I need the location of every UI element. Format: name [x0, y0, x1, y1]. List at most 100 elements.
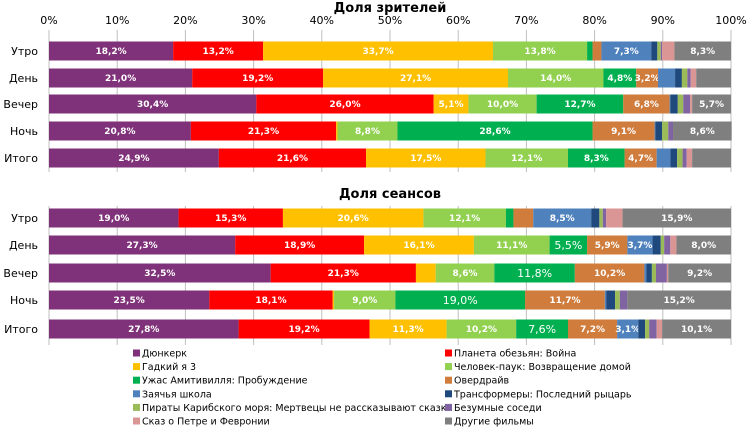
bar-segment: [337, 121, 398, 141]
bar-segment: [655, 121, 663, 141]
bar-segment: [49, 94, 257, 114]
data-label: 20,6%: [338, 214, 369, 224]
data-label: 5,9%: [595, 241, 620, 251]
legend-swatch: [445, 417, 452, 425]
data-label: 8,6%: [453, 269, 478, 279]
bar-segment: [676, 235, 731, 255]
data-label: 13,8%: [524, 47, 555, 57]
bar-segment: [505, 208, 514, 228]
bar-segment: [660, 235, 665, 255]
data-label: 8,3%: [584, 154, 609, 164]
bar-segment: [507, 68, 604, 88]
data-label: 19,2%: [288, 325, 319, 335]
x-tick-label: 70%: [514, 14, 538, 27]
x-tick-label: 10%: [105, 14, 129, 27]
data-label: 32,5%: [144, 269, 175, 279]
x-tick-label: 100%: [715, 14, 746, 27]
bar-segment: [592, 121, 655, 141]
data-label: 7,6%: [528, 323, 556, 336]
bar-segment: [332, 290, 335, 310]
bar-segment: [282, 208, 424, 228]
bar-segment: [323, 68, 508, 88]
bar-segment: [668, 263, 731, 283]
bar-segment: [670, 94, 678, 114]
bar-segment: [670, 235, 677, 255]
bar-segment: [568, 319, 618, 339]
chart-title: Доля зрителей: [334, 1, 447, 16]
bar-segment: [662, 319, 731, 339]
bar-segment: [657, 41, 661, 61]
bar-segment: [604, 290, 607, 310]
data-label: 9,0%: [352, 296, 377, 306]
data-label: 9,1%: [611, 127, 636, 137]
data-label: 10,0%: [487, 100, 518, 110]
bar-segment: [49, 319, 239, 339]
bar-segment: [652, 235, 661, 255]
bar-segment: [662, 121, 669, 141]
data-label: 11,1%: [496, 241, 527, 251]
data-label: 11,8%: [517, 267, 552, 280]
bar-segment: [173, 41, 264, 61]
data-label: 8,0%: [691, 241, 716, 251]
x-tick-label: 80%: [582, 14, 606, 27]
bar-segment: [49, 290, 210, 310]
data-label: 11,3%: [392, 325, 423, 335]
bar-segment: [654, 121, 656, 141]
legend-label: Гадкий я 3: [142, 362, 196, 373]
legend-swatch: [133, 349, 140, 357]
data-label: 4,7%: [628, 154, 653, 164]
bar-segment: [587, 41, 593, 61]
bar-segment: [636, 68, 659, 88]
data-label: 9,2%: [687, 269, 712, 279]
x-tick-label: 20%: [173, 14, 197, 27]
bar-segment: [656, 319, 663, 339]
category-label: Утро: [11, 45, 38, 58]
bar-segment: [364, 235, 474, 255]
legend-swatch: [133, 376, 140, 384]
data-label: 33,7%: [362, 47, 393, 57]
legend-label: Дюнкерк: [142, 349, 187, 360]
data-label: 26,0%: [329, 100, 360, 110]
x-tick-label: 40%: [310, 14, 334, 27]
bar-segment: [473, 235, 550, 255]
data-label: 8,8%: [355, 127, 380, 137]
data-label: 5,5%: [554, 239, 582, 252]
legend-label: Безумные соседи: [454, 403, 542, 414]
bar-segment: [190, 121, 337, 141]
bar-segment: [669, 94, 671, 114]
bar-segment: [651, 41, 658, 61]
bar-segment: [423, 208, 506, 228]
data-label: 18,2%: [95, 47, 126, 57]
data-label: 10,1%: [681, 325, 712, 335]
x-tick-label: 0%: [40, 14, 57, 27]
data-label: 20,8%: [104, 127, 135, 137]
data-label: 19,0%: [443, 294, 478, 307]
bar-segment: [49, 208, 179, 228]
bar-segment: [651, 263, 656, 283]
data-label: 3,2%: [635, 74, 660, 84]
bar-segment: [655, 263, 667, 283]
category-label: Утро: [11, 212, 38, 225]
category-label: Итого: [4, 152, 38, 165]
legend-label: Другие фильмы: [454, 417, 534, 428]
bar-segment: [681, 68, 688, 88]
bar-segment: [549, 235, 588, 255]
legend-swatch: [133, 363, 140, 371]
bar-segment: [366, 148, 486, 168]
bar-segment: [395, 290, 526, 310]
data-label: 18,9%: [284, 241, 315, 251]
data-label: 27,3%: [126, 241, 157, 251]
data-label: 10,2%: [466, 325, 497, 335]
bar-segment: [513, 208, 534, 228]
data-label: 16,1%: [403, 241, 434, 251]
data-label: 8,5%: [550, 214, 575, 224]
bar-segment: [516, 319, 569, 339]
data-label: 19,0%: [98, 214, 129, 224]
bar-segment: [415, 263, 436, 283]
x-tick-label: 50%: [378, 14, 402, 27]
bar-segment: [606, 208, 623, 228]
bar-segment: [369, 319, 447, 339]
data-label: 11,7%: [549, 296, 580, 306]
data-label: 14,0%: [540, 74, 571, 84]
